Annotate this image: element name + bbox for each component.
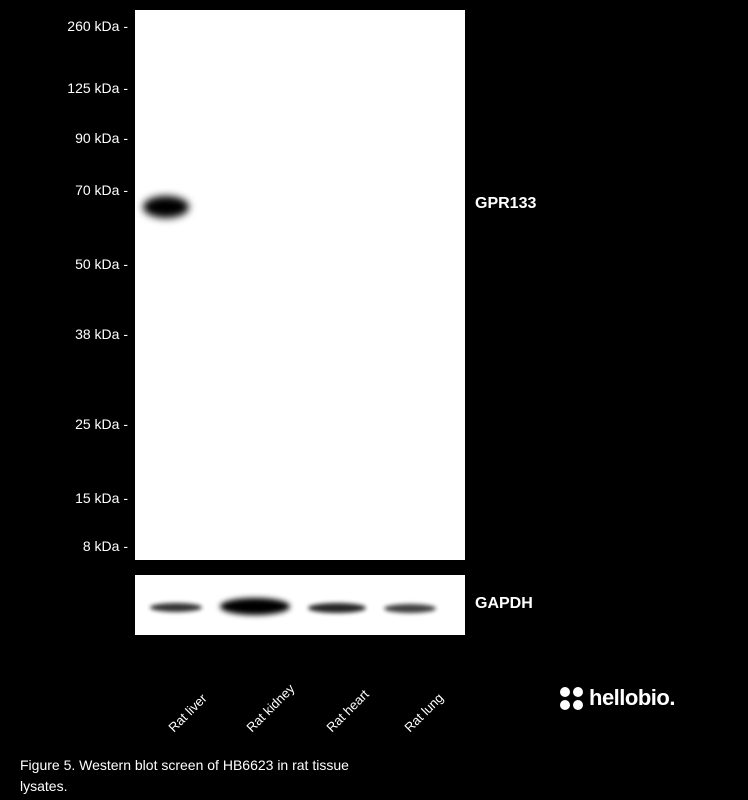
mw-marker-125: 125 kDa - <box>18 80 128 96</box>
logo-dots-icon <box>560 687 583 710</box>
target-band-lane-0 <box>143 196 189 218</box>
lane-label-1: Rat kidney <box>243 681 297 735</box>
control-protein-label: GAPDH <box>475 595 533 613</box>
mw-marker-25: 25 kDa - <box>18 416 128 432</box>
caption-line-1: Figure 5. Western blot screen of HB6623 … <box>20 757 349 773</box>
figure-caption: Figure 5. Western blot screen of HB6623 … <box>20 755 720 797</box>
mw-marker-260: 260 kDa - <box>18 18 128 34</box>
lane-label-3: Rat lung <box>401 690 446 735</box>
gapdh-band-lane-1 <box>220 598 290 615</box>
main-blot-panel <box>135 10 465 560</box>
target-protein-label: GPR133 <box>475 195 536 213</box>
mw-marker-38: 38 kDa - <box>18 326 128 342</box>
mw-marker-90: 90 kDa - <box>18 130 128 146</box>
mw-marker-15: 15 kDa - <box>18 490 128 506</box>
lane-label-0: Rat liver <box>165 691 209 735</box>
gapdh-band-lane-0 <box>150 603 202 612</box>
logo-text: hellobio. <box>589 685 675 711</box>
hellobio-logo: hellobio. <box>560 685 675 711</box>
lane-label-2: Rat heart <box>323 687 371 735</box>
mw-marker-50: 50 kDa - <box>18 256 128 272</box>
caption-line-2: lysates. <box>20 778 67 794</box>
mw-marker-70: 70 kDa - <box>18 182 128 198</box>
mw-marker-8: 8 kDa - <box>18 538 128 554</box>
western-blot-figure: 260 kDa - 125 kDa - 90 kDa - 70 kDa - 50… <box>0 0 748 800</box>
gapdh-band-lane-2 <box>308 603 366 613</box>
gapdh-band-lane-3 <box>384 604 436 613</box>
